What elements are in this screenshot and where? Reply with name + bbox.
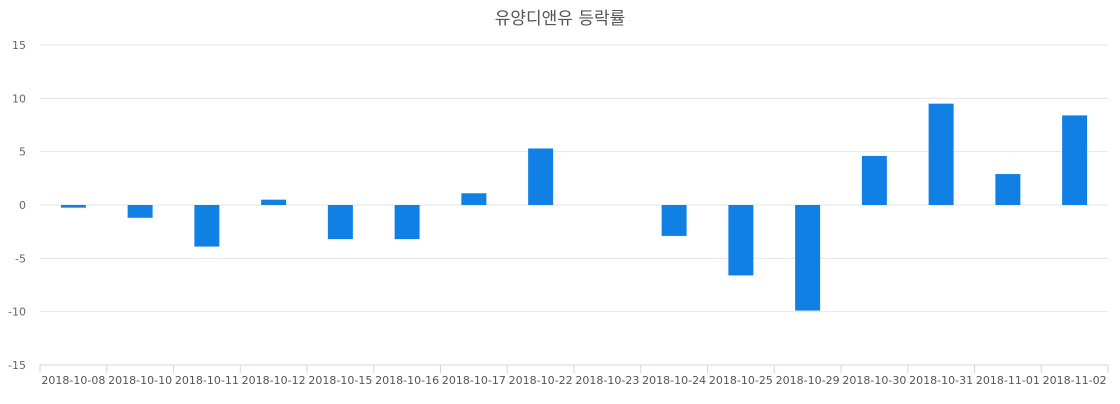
bar[interactable]	[327, 205, 353, 240]
bar[interactable]	[928, 103, 954, 205]
y-tick-label: -15	[8, 359, 26, 372]
bar[interactable]	[127, 205, 153, 218]
y-tick-label: -5	[15, 252, 26, 265]
x-tick-label: 2018-10-29	[776, 374, 840, 387]
x-tick-label: 2018-10-16	[375, 374, 439, 387]
x-tick-label: 2018-10-12	[242, 374, 306, 387]
bar[interactable]	[795, 205, 821, 311]
bar[interactable]	[661, 205, 687, 236]
bar[interactable]	[995, 174, 1021, 205]
x-tick-label: 2018-10-30	[842, 374, 906, 387]
bar[interactable]	[194, 205, 220, 247]
y-tick-label: -10	[8, 306, 26, 319]
x-tick-label: 2018-10-15	[308, 374, 372, 387]
x-tick-label: 2018-11-02	[1043, 374, 1107, 387]
x-tick-label: 2018-10-24	[642, 374, 706, 387]
bar[interactable]	[728, 205, 754, 276]
x-tick-label: 2018-10-08	[41, 374, 105, 387]
y-tick-label: 0	[19, 199, 26, 212]
y-tick-label: 10	[12, 92, 26, 105]
x-tick-label: 2018-10-11	[175, 374, 239, 387]
x-tick-label: 2018-10-22	[509, 374, 573, 387]
bar[interactable]	[861, 155, 887, 205]
bar[interactable]	[461, 193, 487, 205]
bar[interactable]	[60, 205, 86, 208]
bar[interactable]	[528, 148, 554, 205]
bar[interactable]	[261, 199, 287, 205]
y-tick-label: 15	[12, 39, 26, 52]
bar[interactable]	[1062, 115, 1088, 205]
x-tick-label: 2018-11-01	[976, 374, 1040, 387]
x-tick-label: 2018-10-25	[709, 374, 773, 387]
x-tick-label: 2018-10-10	[108, 374, 172, 387]
x-tick-label: 2018-10-17	[442, 374, 506, 387]
y-tick-label: 5	[19, 146, 26, 159]
x-tick-label: 2018-10-31	[909, 374, 973, 387]
chart-title: 유양디앤유 등락률	[495, 9, 626, 29]
x-tick-label: 2018-10-23	[575, 374, 639, 387]
bar[interactable]	[394, 205, 420, 240]
